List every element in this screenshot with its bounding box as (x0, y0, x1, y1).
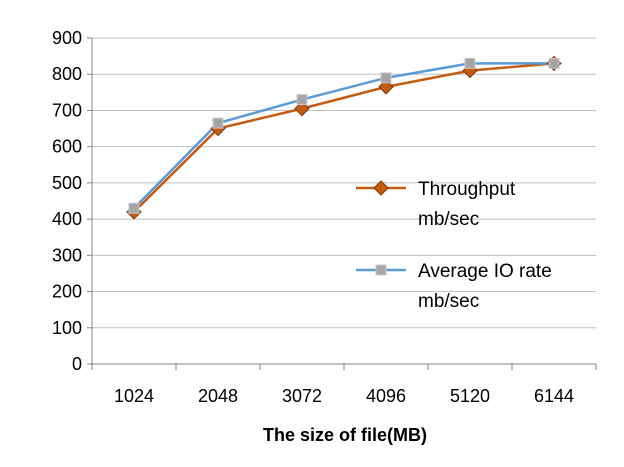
legend-label: Throughput (418, 179, 516, 200)
gridlines (87, 37, 597, 370)
legend: Throughput mb/sec Average IO rate mb/sec (356, 179, 552, 312)
data-point (464, 57, 476, 69)
series-throughput (133, 62, 555, 213)
legend-label: mb/sec (418, 291, 479, 312)
series-line (133, 62, 554, 210)
y-tick-label: 300 (52, 245, 82, 265)
legend-label: Average IO rate (418, 261, 552, 282)
legend-marker (373, 180, 389, 196)
y-tick-label: 400 (52, 209, 82, 229)
y-tick-label: 900 (52, 28, 82, 48)
data-point (548, 57, 560, 69)
data-point (294, 100, 310, 117)
data-point (378, 79, 394, 95)
legend-label: mb/sec (418, 209, 479, 230)
y-tick-label: 0 (72, 354, 82, 374)
data-point (296, 94, 308, 106)
y-axis-ticks: 0 100 200 300 400 500 600 700 800 900 (52, 28, 82, 374)
y-tick-label: 800 (52, 64, 82, 84)
legend-entry: Average IO rate mb/sec (356, 261, 552, 312)
y-tick-label: 700 (52, 100, 82, 120)
series-group (126, 55, 562, 220)
x-axis-ticks: 1024 2048 3072 4096 5120 6144 (114, 386, 574, 406)
data-point (128, 202, 140, 214)
y-tick-label: 100 (52, 318, 82, 338)
data-point (212, 117, 224, 129)
y-tick-label: 500 (52, 173, 82, 193)
x-tick-label: 4096 (366, 386, 406, 406)
y-tick-label: 600 (52, 137, 82, 157)
y-tick-label: 200 (52, 282, 82, 302)
x-tick-label: 1024 (114, 386, 154, 406)
series-line (133, 62, 555, 213)
x-tick-label: 2048 (198, 386, 238, 406)
x-tick-label: 3072 (282, 386, 322, 406)
data-point (380, 72, 392, 84)
series-average-io-rate (133, 62, 554, 210)
x-axis-title: The size of file(MB) (263, 425, 427, 445)
legend-marker (375, 264, 387, 276)
legend-entry: Throughput mb/sec (356, 179, 516, 230)
x-tick-label: 5120 (450, 386, 490, 406)
x-tick-label: 6144 (534, 386, 574, 406)
